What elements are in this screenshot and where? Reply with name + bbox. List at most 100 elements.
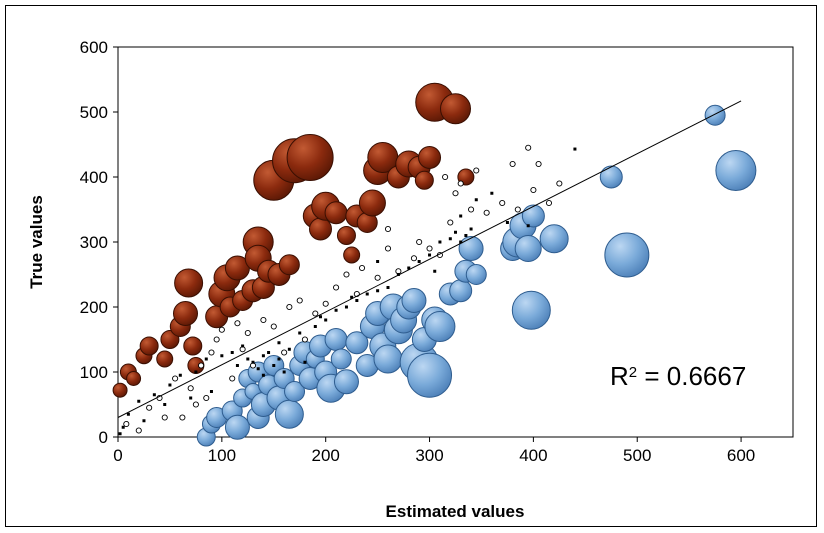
dot-point	[319, 315, 322, 319]
dot-point	[417, 260, 421, 263]
dot-point	[209, 390, 213, 393]
blue-bubble	[465, 264, 487, 285]
dot-point	[428, 253, 432, 257]
blue-bubble	[458, 236, 484, 261]
dot-point	[230, 351, 234, 354]
open-point	[179, 414, 186, 421]
open-point	[203, 394, 210, 402]
blue-bubble	[224, 414, 250, 440]
open-point	[556, 180, 563, 187]
open-point	[333, 284, 340, 291]
open-point	[384, 225, 392, 233]
x-tick-label: 500	[623, 446, 651, 465]
dot-point	[152, 393, 156, 397]
y-tick-label: 600	[80, 38, 108, 57]
y-tick-label: 0	[99, 428, 108, 447]
dot-point	[241, 344, 245, 348]
red-bubble	[286, 134, 334, 181]
open-point	[483, 209, 490, 216]
dot-point	[287, 347, 291, 351]
open-point	[229, 375, 236, 382]
blue-bubble	[274, 399, 304, 429]
dot-point	[376, 289, 380, 293]
dot-point	[459, 214, 463, 218]
dot-point	[303, 360, 307, 364]
dot-point	[459, 240, 463, 244]
open-point	[374, 274, 381, 281]
open-point	[442, 173, 449, 181]
dot-point	[220, 354, 224, 358]
open-point	[343, 271, 350, 278]
blue-bubble	[511, 290, 551, 330]
open-point	[530, 186, 537, 194]
red-bubble	[126, 371, 142, 386]
r2-prefix: R	[610, 361, 629, 391]
x-tick-label: 200	[312, 446, 340, 465]
dot-point	[168, 383, 172, 387]
red-bubble	[139, 336, 159, 356]
dot-point	[474, 198, 478, 202]
x-tick-label: 600	[727, 446, 755, 465]
open-point	[187, 385, 194, 392]
red-bubble	[324, 201, 348, 225]
dot-point	[194, 370, 198, 374]
x-tick-label: 0	[113, 446, 122, 465]
red-bubble	[156, 350, 174, 368]
dot-point	[313, 325, 317, 328]
open-point	[260, 316, 267, 324]
y-tick-label: 100	[80, 363, 108, 382]
open-point	[514, 206, 521, 213]
open-point	[192, 401, 199, 408]
dot-point	[464, 234, 468, 237]
open-point	[234, 320, 241, 327]
blue-bubble	[715, 150, 757, 191]
x-axis-title: Estimated values	[386, 502, 525, 521]
dot-point	[204, 357, 208, 361]
open-point	[473, 167, 480, 174]
dot-point	[272, 364, 276, 367]
red-bubble	[440, 93, 471, 125]
red-bubble	[112, 382, 128, 398]
red-bubble	[278, 254, 300, 276]
blue-bubble	[599, 165, 623, 189]
dot-point	[334, 308, 338, 312]
open-point	[410, 255, 418, 262]
open-point	[218, 326, 225, 333]
open-point	[281, 349, 288, 356]
dot-point	[386, 286, 390, 289]
dot-point	[178, 373, 182, 377]
dot-point	[163, 403, 167, 406]
open-point	[301, 336, 308, 343]
red-bubble	[183, 336, 203, 356]
blue-bubble	[424, 311, 456, 342]
dot-point	[277, 341, 281, 345]
dot-point	[407, 266, 411, 270]
dot-point	[118, 432, 122, 436]
open-point	[426, 245, 433, 252]
red-bubble	[173, 301, 198, 326]
blue-bubble	[407, 352, 453, 398]
dot-point	[324, 318, 328, 322]
dot-point	[355, 299, 359, 302]
dot-point	[126, 412, 130, 416]
red-bubble	[358, 189, 386, 217]
x-tick-label: 100	[208, 446, 236, 465]
dot-point	[189, 396, 193, 400]
blue-bubble	[284, 381, 306, 402]
r-squared-annotation: R2 = 0.6667	[610, 361, 746, 391]
dot-point	[267, 351, 271, 354]
open-point	[416, 238, 423, 246]
blue-bubble	[345, 331, 369, 355]
blue-bubble	[373, 344, 403, 374]
red-bubble	[336, 226, 356, 245]
open-point	[525, 144, 532, 151]
open-point	[468, 206, 475, 213]
open-point	[499, 199, 506, 207]
open-point	[452, 190, 459, 197]
dot-point	[121, 425, 125, 429]
dot-point	[376, 260, 380, 263]
dot-point	[448, 237, 452, 241]
blue-bubble	[324, 328, 348, 351]
y-axis-title: True values	[27, 195, 46, 289]
dot-point	[142, 419, 146, 423]
